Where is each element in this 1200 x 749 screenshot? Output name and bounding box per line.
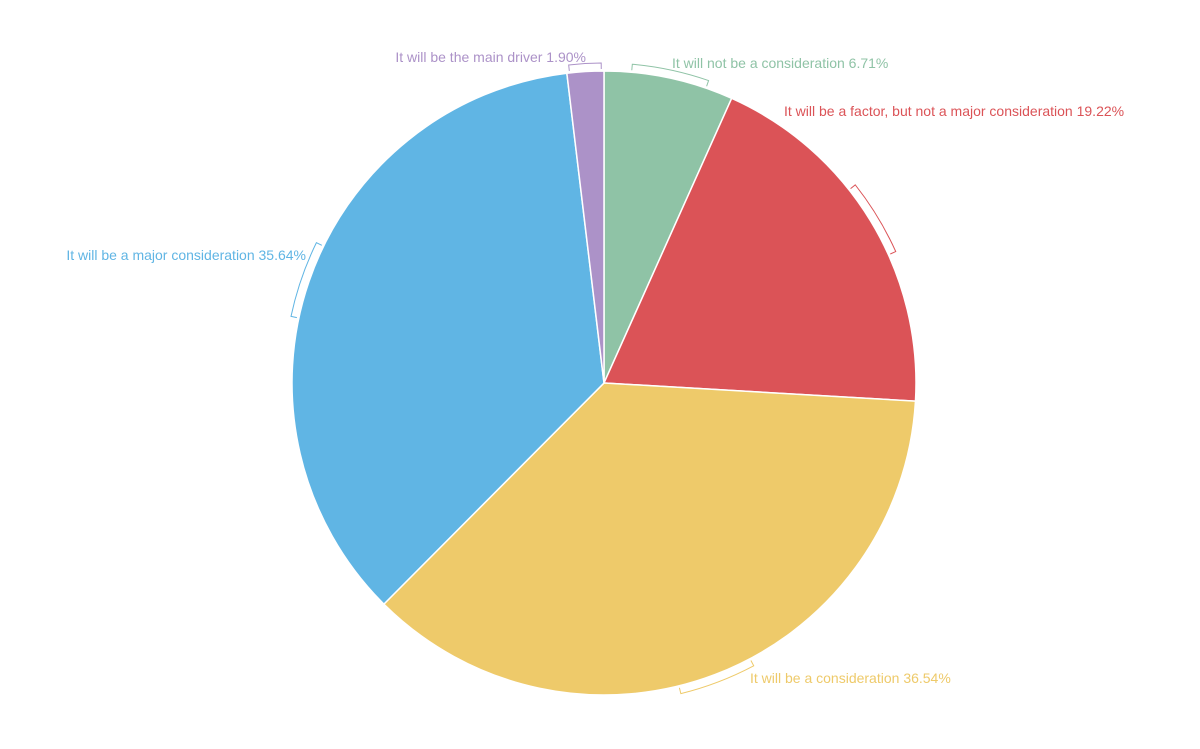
slice-label-5: It will be the main driver 1.90% — [395, 49, 586, 65]
slice-label-name: It will be a factor, but not a major con… — [784, 103, 1077, 119]
slice-label-name: It will not be a consideration — [672, 55, 849, 71]
pie-slice-3 — [382, 382, 917, 696]
label-leader-5 — [568, 62, 602, 71]
slice-labels: It will not be a consideration 6.71%It w… — [66, 49, 1124, 686]
pie-slices — [291, 70, 917, 696]
slice-label-name: It will be a major consideration — [66, 247, 258, 263]
label-leader-4 — [290, 241, 323, 319]
pie-slice-1 — [603, 70, 733, 384]
label-leaders — [290, 62, 897, 695]
slice-label-name: It will be the main driver — [395, 49, 546, 65]
slice-label-value: 35.64% — [259, 247, 306, 263]
pie-slice-5 — [566, 70, 605, 384]
slice-label-value: 1.90% — [546, 49, 586, 65]
slice-label-value: 6.71% — [849, 55, 889, 71]
pie-slice-4 — [291, 72, 605, 606]
slice-label-4: It will be a major consideration 35.64% — [66, 247, 306, 263]
slice-label-value: 36.54% — [903, 670, 950, 686]
slice-label-3: It will be a consideration 36.54% — [750, 670, 951, 686]
slice-label-value: 19.22% — [1077, 103, 1124, 119]
slice-label-1: It will not be a consideration 6.71% — [672, 55, 888, 71]
label-leader-3 — [678, 660, 755, 695]
label-leader-1 — [631, 63, 710, 87]
slice-label-2: It will be a factor, but not a major con… — [784, 103, 1124, 119]
pie-slice-2 — [602, 97, 917, 402]
slice-label-name: It will be a consideration — [750, 670, 903, 686]
label-leader-2 — [850, 184, 897, 255]
